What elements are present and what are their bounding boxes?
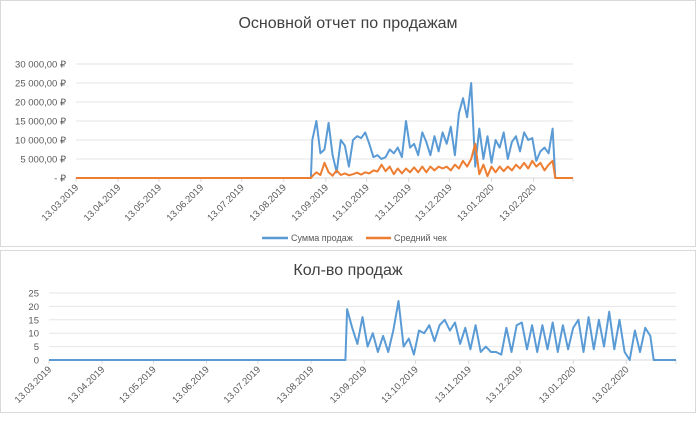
y-tick-label: - ₽ — [54, 174, 67, 185]
series-line-Сумма продаж — [76, 82, 573, 179]
y-tick-label: 10 000,00 ₽ — [15, 136, 67, 147]
y-tick-label: 0 — [34, 356, 39, 367]
y-tick-label: 30 000,00 ₽ — [15, 60, 67, 71]
y-tick-label: 20 000,00 ₽ — [15, 98, 67, 109]
y-tick-label: 15 — [28, 315, 39, 326]
y-tick-label: 25 000,00 ₽ — [15, 79, 67, 90]
y-tick-label: 5 000,00 ₽ — [20, 155, 67, 166]
y-tick-label: 25 — [28, 289, 39, 300]
y-tick-label: 15 000,00 ₽ — [15, 117, 67, 128]
series-line-count — [49, 300, 676, 361]
y-tick-label: 10 — [28, 329, 39, 340]
chart-sales-title: Основной отчет по продажам — [238, 15, 457, 32]
legend: Сумма продаж Средний чек — [262, 233, 447, 243]
y-tick-label: 5 — [34, 342, 39, 353]
y-tick-label: 20 — [28, 302, 39, 313]
chart-sales-frame — [0, 0, 696, 247]
legend-label-avg: Средний чек — [394, 233, 447, 243]
chart-count-title: Кол-во продаж — [293, 262, 403, 279]
series-line-Средний чек — [76, 142, 573, 179]
legend-label-sum: Сумма продаж — [291, 233, 353, 243]
